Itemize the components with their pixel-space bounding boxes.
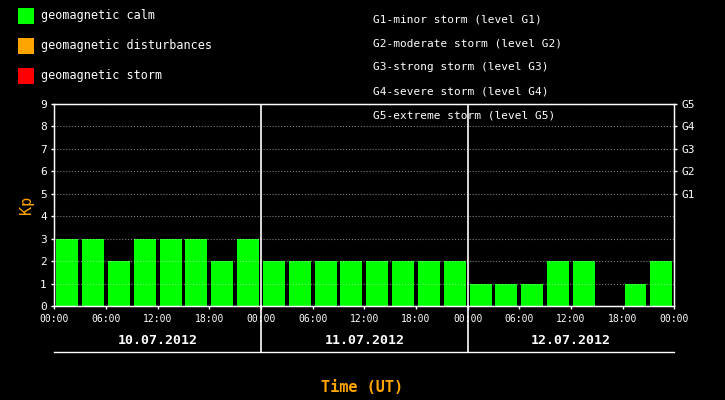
Text: Time (UT): Time (UT) [321,380,404,395]
Bar [289,261,311,306]
Bar [315,261,336,306]
Text: G4-severe storm (level G4): G4-severe storm (level G4) [373,86,549,96]
Bar [650,261,672,306]
Bar [134,239,156,306]
Bar [392,261,414,306]
Bar [470,284,492,306]
Bar [341,261,362,306]
Bar [237,239,259,306]
Text: 12.07.2012: 12.07.2012 [531,334,611,346]
Text: G2-moderate storm (level G2): G2-moderate storm (level G2) [373,38,563,48]
Bar [108,261,130,306]
Bar [160,239,181,306]
Text: 11.07.2012: 11.07.2012 [324,334,405,346]
Text: geomagnetic calm: geomagnetic calm [41,10,155,22]
Bar [547,261,569,306]
Bar [57,239,78,306]
Bar [186,239,207,306]
Text: geomagnetic storm: geomagnetic storm [41,70,162,82]
Text: geomagnetic disturbances: geomagnetic disturbances [41,40,212,52]
Bar [418,261,440,306]
Bar [444,261,465,306]
Bar [573,261,594,306]
Bar [263,261,285,306]
Text: G5-extreme storm (level G5): G5-extreme storm (level G5) [373,110,555,120]
Bar [211,261,233,306]
Bar [521,284,543,306]
Text: G3-strong storm (level G3): G3-strong storm (level G3) [373,62,549,72]
Bar [624,284,647,306]
Text: 10.07.2012: 10.07.2012 [117,334,198,346]
Bar [366,261,388,306]
Text: G1-minor storm (level G1): G1-minor storm (level G1) [373,14,542,24]
Bar [495,284,518,306]
Y-axis label: Kp: Kp [20,196,34,214]
Bar [82,239,104,306]
